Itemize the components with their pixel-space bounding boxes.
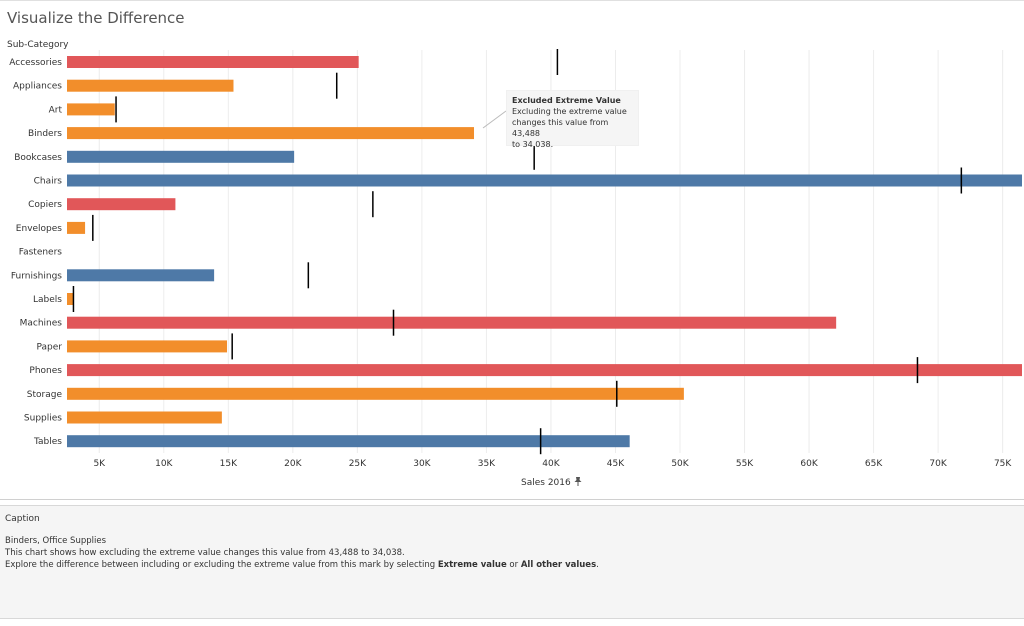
tooltip-title: Excluded Extreme Value	[512, 96, 621, 105]
tooltip-line-3: to 34,038.	[512, 140, 554, 149]
x-tick-label: 75K	[994, 459, 1012, 469]
category-label: Appliances	[13, 82, 62, 92]
category-label: Labels	[33, 295, 62, 305]
x-tick-label: 50K	[671, 459, 689, 469]
x-tick-label: 15K	[220, 459, 238, 469]
caption-text: or	[506, 560, 521, 570]
bar[interactable]	[67, 198, 176, 211]
caption-panel: Caption Binders, Office Supplies This ch…	[0, 505, 1024, 619]
caption-text: .	[596, 560, 599, 570]
bar[interactable]	[67, 127, 475, 140]
x-tick-label: 5K	[93, 459, 106, 469]
tooltip-line-1: Excluding the extreme value	[512, 107, 627, 116]
page-title: Visualize the Difference	[7, 9, 185, 27]
bar[interactable]	[67, 56, 359, 68]
tooltip: Excluded Extreme Value Excluding the ext…	[506, 90, 639, 149]
bar-chart: Accessories Appliances Art Binders Bookcases…	[7, 40, 1022, 488]
x-tick-label: 10K	[155, 459, 173, 469]
bars	[67, 56, 1022, 448]
x-axis-title-group: Sales 2016	[521, 477, 582, 488]
all-other-values-option[interactable]: All other values	[520, 560, 597, 570]
bar[interactable]	[67, 221, 86, 234]
bar[interactable]	[67, 411, 222, 424]
x-tick-label: 25K	[349, 459, 367, 469]
tooltip-pointer	[482, 110, 507, 129]
x-axis-ticks: 5K 10K 15K 20K 25K 30K 35K 40K 45K 50K 55K 60K 65K 70…	[93, 459, 1012, 469]
bar[interactable]	[67, 269, 215, 282]
category-label: Envelopes	[16, 224, 63, 234]
category-label: Storage	[27, 390, 63, 400]
bar[interactable]	[67, 103, 115, 116]
category-label: Art	[49, 105, 63, 115]
x-tick-label: 55K	[736, 459, 754, 469]
x-tick-label: 40K	[542, 459, 560, 469]
category-label: Furnishings	[11, 271, 62, 281]
caption-line-2: This chart shows how excluding the extre…	[5, 548, 405, 558]
category-label: Tables	[33, 437, 62, 447]
category-label: Paper	[37, 342, 63, 352]
category-label: Copiers	[28, 200, 62, 210]
tooltip-line-2: changes this value from 43,488	[512, 118, 609, 138]
bar[interactable]	[67, 174, 1022, 187]
caption-body: Binders, Office Supplies This chart show…	[5, 535, 599, 571]
bar[interactable]	[67, 79, 234, 92]
category-label: Phones	[29, 366, 62, 376]
x-axis-title: Sales 2016	[521, 478, 571, 488]
extreme-value-option[interactable]: Extreme value	[437, 560, 507, 570]
bar[interactable]	[67, 364, 1022, 377]
category-label: Fasteners	[19, 248, 63, 258]
caption-line-1: Binders, Office Supplies	[5, 536, 106, 546]
bar[interactable]	[67, 293, 74, 305]
category-label: Chairs	[34, 177, 63, 187]
caption-line-3: Explore the difference between including…	[5, 559, 599, 571]
x-tick-label: 45K	[607, 459, 625, 469]
bar[interactable]	[67, 150, 295, 163]
pin-icon[interactable]	[574, 477, 582, 486]
category-label: Binders	[28, 129, 62, 139]
caption-header: Caption	[5, 514, 40, 524]
x-tick-label: 60K	[800, 459, 818, 469]
x-tick-label: 35K	[478, 459, 496, 469]
bar[interactable]	[67, 316, 837, 329]
bar[interactable]	[67, 387, 684, 400]
bar[interactable]	[67, 435, 630, 448]
x-tick-label: 65K	[865, 459, 883, 469]
category-label: Bookcases	[14, 153, 62, 163]
category-label: Accessories	[9, 58, 62, 68]
top-border	[0, 0, 1024, 1]
bar[interactable]	[67, 340, 228, 353]
caption-text: Explore the difference between including…	[5, 560, 438, 570]
category-labels: Accessories Appliances Art Binders Bookcases…	[9, 58, 62, 447]
category-label: Machines	[20, 319, 63, 329]
x-tick-label: 20K	[284, 459, 302, 469]
category-label: Supplies	[24, 414, 62, 424]
y-axis-title: Sub-Category	[7, 40, 69, 50]
divider	[0, 499, 1024, 500]
x-tick-label: 70K	[929, 459, 947, 469]
x-tick-label: 30K	[413, 459, 431, 469]
